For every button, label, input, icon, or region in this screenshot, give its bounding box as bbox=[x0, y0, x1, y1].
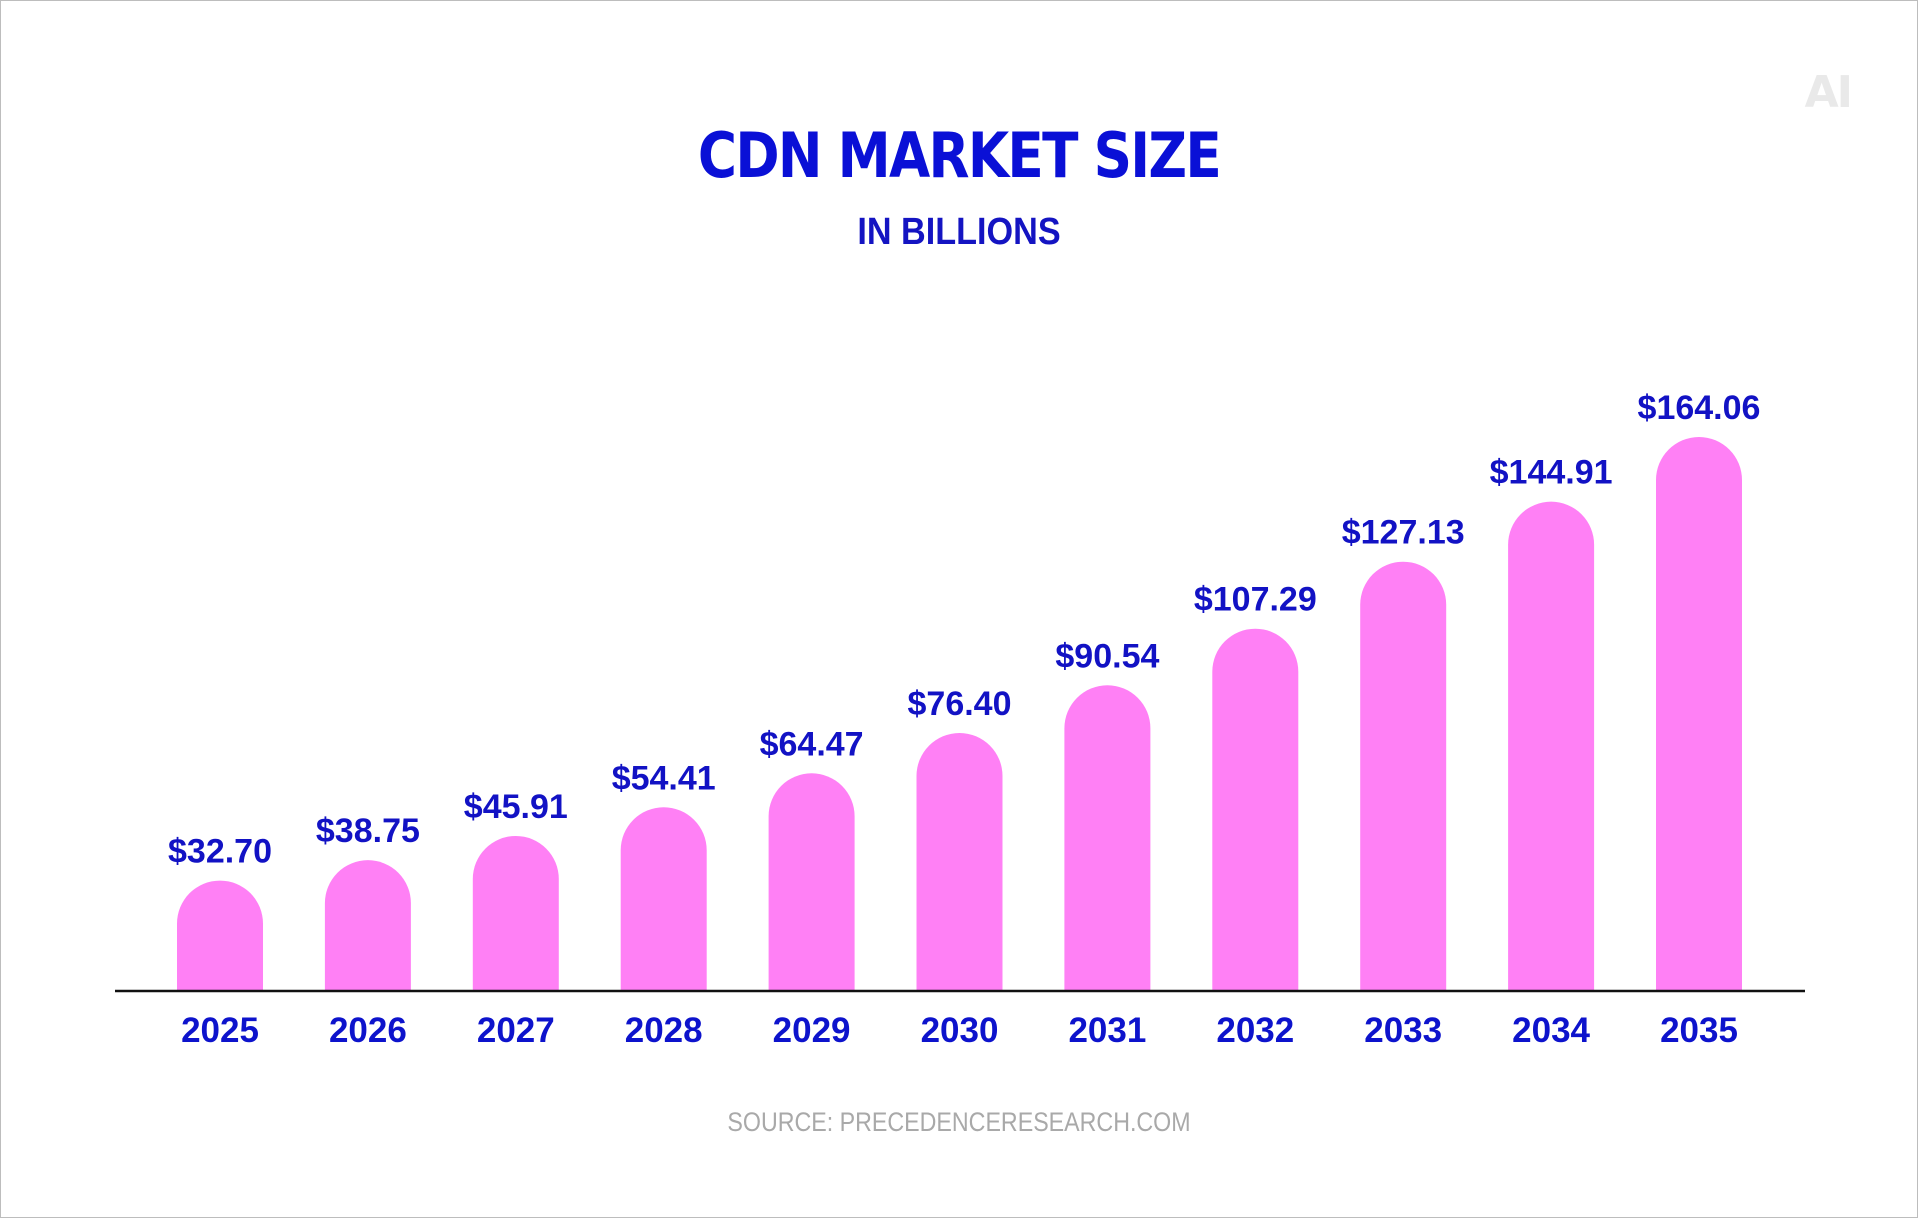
brand-logo: AI bbox=[1804, 67, 1853, 118]
x-tick-label-2035: 2035 bbox=[1660, 1011, 1738, 1050]
value-label-2032: $107.29 bbox=[1194, 581, 1317, 619]
value-label-2029: $64.47 bbox=[760, 725, 864, 763]
value-labels: $32.70 $38.75 $45.91 $54.41 $64.47 $76.40 $90.… bbox=[168, 389, 1760, 871]
bar-2028 bbox=[620, 807, 707, 991]
bar-2029 bbox=[768, 773, 855, 991]
value-label-2026: $38.75 bbox=[316, 812, 420, 850]
value-label-2028: $54.41 bbox=[612, 759, 716, 797]
value-label-2033: $127.13 bbox=[1342, 514, 1465, 552]
bar-series bbox=[177, 437, 1742, 991]
bar-2031 bbox=[1064, 685, 1151, 991]
chart-subtitle: IN BILLIONS bbox=[857, 211, 1061, 253]
bar-2032 bbox=[1212, 628, 1299, 991]
x-tick-label-2028: 2028 bbox=[625, 1011, 703, 1050]
bar-2030 bbox=[916, 733, 1003, 991]
x-tick-label-2031: 2031 bbox=[1068, 1011, 1146, 1050]
bar-2025 bbox=[177, 880, 263, 991]
value-label-2030: $76.40 bbox=[908, 685, 1012, 723]
x-tick-label-2027: 2027 bbox=[477, 1011, 555, 1050]
x-axis-tick-labels: 2025 2026 2027 2028 2029 2030 2031 2032 2033 2034… bbox=[181, 1011, 1738, 1050]
value-label-2031: $90.54 bbox=[1055, 637, 1159, 675]
x-tick-label-2032: 2032 bbox=[1216, 1011, 1294, 1050]
x-tick-label-2034: 2034 bbox=[1512, 1011, 1590, 1050]
x-tick-label-2026: 2026 bbox=[329, 1011, 407, 1050]
x-tick-label-2025: 2025 bbox=[181, 1011, 259, 1050]
chart-title: CDN MARKET SIZE bbox=[697, 119, 1222, 192]
x-tick-label-2029: 2029 bbox=[773, 1011, 851, 1050]
value-label-2034: $144.91 bbox=[1490, 454, 1613, 492]
source-note: SOURCE: PRECEDENCERESEARCH.COM bbox=[727, 1107, 1191, 1137]
value-label-2027: $45.91 bbox=[464, 788, 568, 826]
bar-2027 bbox=[472, 835, 559, 991]
x-tick-label-2033: 2033 bbox=[1364, 1011, 1442, 1050]
value-label-2035: $164.06 bbox=[1638, 389, 1761, 427]
x-tick-label-2030: 2030 bbox=[921, 1011, 999, 1050]
value-label-2025: $32.70 bbox=[168, 833, 272, 871]
bar-2035 bbox=[1656, 437, 1742, 991]
bar-2033 bbox=[1360, 561, 1447, 991]
bar-2026 bbox=[324, 860, 411, 991]
bar-2034 bbox=[1508, 501, 1595, 991]
